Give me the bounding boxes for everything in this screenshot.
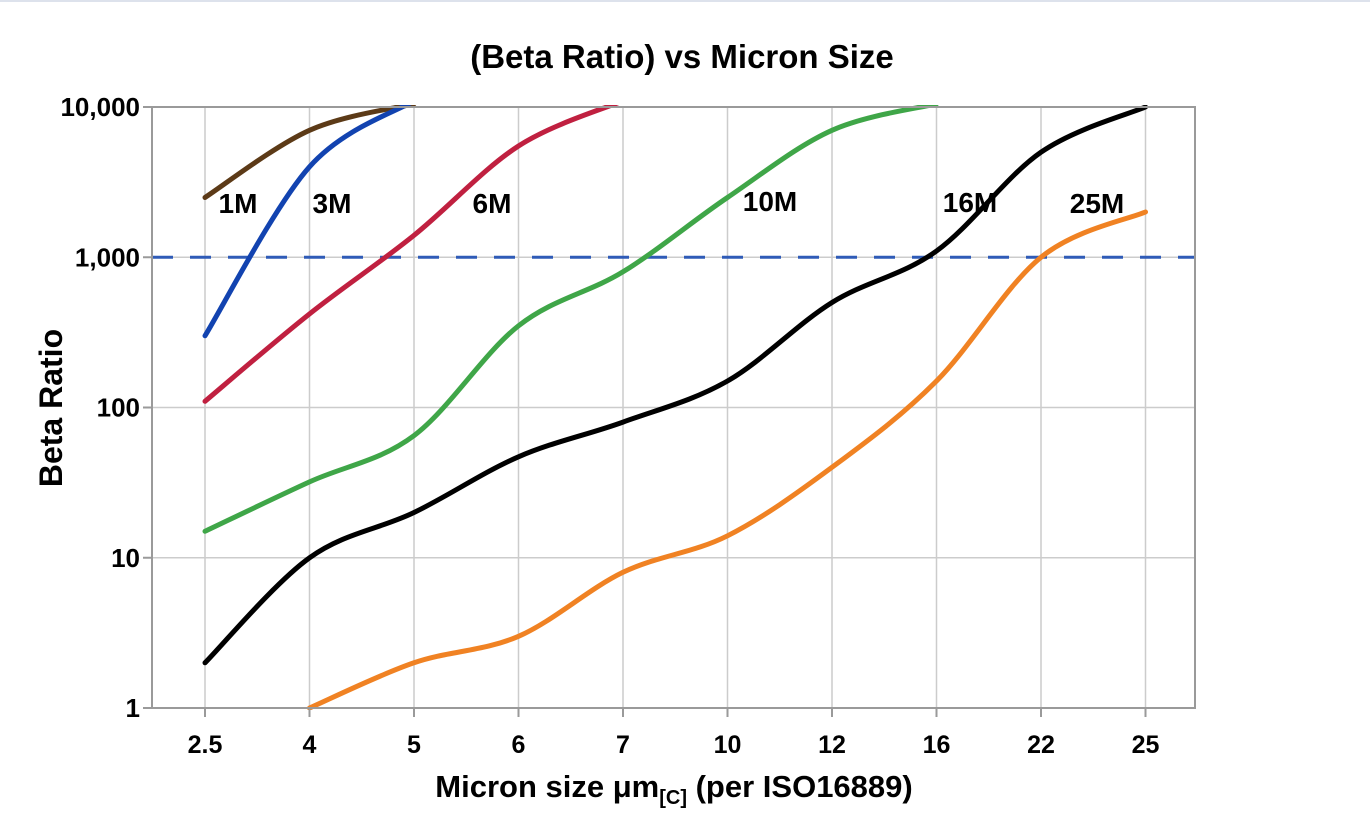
x-tick-label: 12 [818, 731, 846, 759]
page-top-edge [0, 0, 1370, 2]
x-tick-label: 2.5 [188, 731, 223, 759]
y-tick-label: 100 [97, 393, 140, 423]
series-label-3M: 3M [313, 188, 352, 219]
curve-layer [202, 105, 1148, 710]
y-tick-label: 1 [126, 693, 140, 723]
x-tick-label: 10 [714, 731, 742, 759]
x-axis-title-main: Micron size μm [435, 769, 659, 804]
y-tick-label: 1,000 [75, 242, 140, 272]
x-tick-label: 7 [616, 731, 630, 759]
x-tick-label: 25 [1132, 731, 1160, 759]
series-curve-3M [202, 105, 412, 339]
series-label-1M: 1M [219, 188, 258, 219]
series-curve-10M [202, 105, 939, 534]
grid-layer [152, 107, 1195, 708]
x-axis-title-rest: (per ISO16889) [687, 769, 913, 804]
x-axis-title: Micron size μm[C] (per ISO16889) [435, 769, 912, 809]
series-curve-16M [202, 105, 1148, 666]
y-tick-label: 10 [111, 543, 140, 573]
tick-layer: 2.5 4 5 6 7 10 12 16 22 25 1 10 100 1,000 10,000 [60, 92, 1159, 759]
x-axis-title-subscript: [C] [659, 787, 687, 809]
series-label-10M: 10M [743, 186, 797, 217]
y-tick-label: 10,000 [60, 92, 140, 122]
x-tick-label: 16 [923, 731, 951, 759]
x-tick-label: 22 [1027, 731, 1055, 759]
x-tick-label: 5 [407, 731, 421, 759]
chart-title: (Beta Ratio) vs Micron Size [470, 38, 894, 75]
x-tick-label: 4 [303, 731, 317, 759]
series-curve-25M [307, 209, 1148, 710]
y-axis-title: Beta Ratio [33, 329, 69, 487]
x-tick-label: 6 [512, 731, 526, 759]
series-curve-6M [202, 105, 620, 404]
series-label-16M: 16M [943, 187, 997, 218]
series-label-25M: 25M [1070, 188, 1124, 219]
series-label-6M: 6M [473, 188, 512, 219]
curve-label-layer: 1M 3M 6M 10M 16M 25M [219, 186, 1125, 219]
series-curve-1M [202, 105, 417, 200]
